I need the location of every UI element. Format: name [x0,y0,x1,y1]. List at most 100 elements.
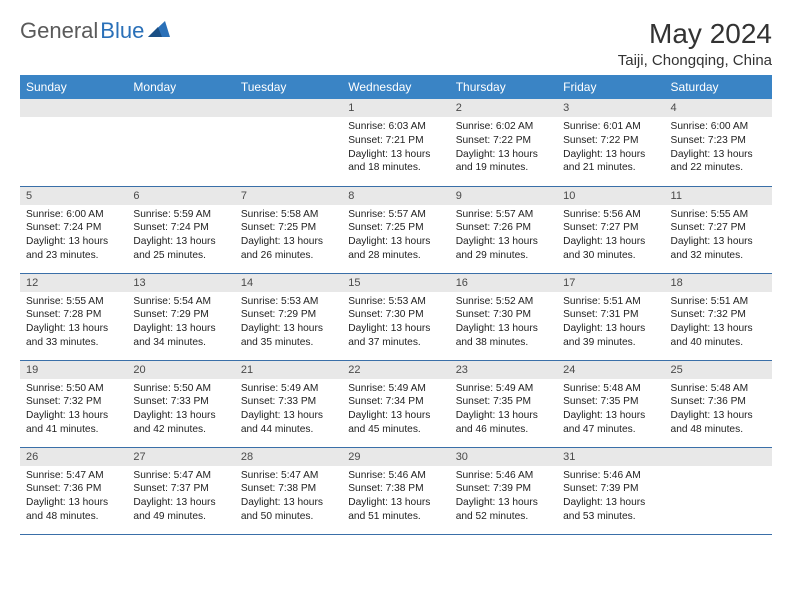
title-block: May 2024 Taiji, Chongqing, China [618,18,772,69]
day-number: 5 [20,187,127,205]
calendar-empty-cell [665,447,772,534]
day-data: Sunrise: 5:49 AMSunset: 7:33 PMDaylight:… [235,379,342,439]
day-data: Sunrise: 5:53 AMSunset: 7:29 PMDaylight:… [235,292,342,352]
day-data: Sunrise: 5:51 AMSunset: 7:31 PMDaylight:… [557,292,664,352]
calendar-row: 12Sunrise: 5:55 AMSunset: 7:28 PMDayligh… [20,273,772,360]
day-data: Sunrise: 5:56 AMSunset: 7:27 PMDaylight:… [557,205,664,265]
calendar-day-cell: 5Sunrise: 6:00 AMSunset: 7:24 PMDaylight… [20,186,127,273]
calendar-empty-cell [127,99,234,186]
calendar-day-cell: 18Sunrise: 5:51 AMSunset: 7:32 PMDayligh… [665,273,772,360]
day-data: Sunrise: 5:48 AMSunset: 7:36 PMDaylight:… [665,379,772,439]
day-number: 2 [450,99,557,117]
calendar-day-cell: 29Sunrise: 5:46 AMSunset: 7:38 PMDayligh… [342,447,449,534]
month-title: May 2024 [618,18,772,50]
brand-triangle-icon [148,21,170,42]
calendar-day-cell: 20Sunrise: 5:50 AMSunset: 7:33 PMDayligh… [127,360,234,447]
day-number: 27 [127,448,234,466]
calendar-empty-cell [20,99,127,186]
calendar-day-cell: 1Sunrise: 6:03 AMSunset: 7:21 PMDaylight… [342,99,449,186]
calendar-day-cell: 21Sunrise: 5:49 AMSunset: 7:33 PMDayligh… [235,360,342,447]
calendar-day-cell: 7Sunrise: 5:58 AMSunset: 7:25 PMDaylight… [235,186,342,273]
calendar-empty-cell [235,99,342,186]
day-number: 13 [127,274,234,292]
calendar-day-cell: 14Sunrise: 5:53 AMSunset: 7:29 PMDayligh… [235,273,342,360]
day-data: Sunrise: 5:49 AMSunset: 7:35 PMDaylight:… [450,379,557,439]
calendar-table: SundayMondayTuesdayWednesdayThursdayFrid… [20,75,772,535]
day-number: 6 [127,187,234,205]
weekday-header: Wednesday [342,75,449,99]
day-number: 14 [235,274,342,292]
day-number: 25 [665,361,772,379]
day-data: Sunrise: 5:50 AMSunset: 7:32 PMDaylight:… [20,379,127,439]
location-label: Taiji, Chongqing, China [618,52,772,69]
day-number-empty [20,99,127,117]
calendar-day-cell: 30Sunrise: 5:46 AMSunset: 7:39 PMDayligh… [450,447,557,534]
day-data: Sunrise: 5:54 AMSunset: 7:29 PMDaylight:… [127,292,234,352]
calendar-day-cell: 16Sunrise: 5:52 AMSunset: 7:30 PMDayligh… [450,273,557,360]
day-number: 18 [665,274,772,292]
calendar-row: 19Sunrise: 5:50 AMSunset: 7:32 PMDayligh… [20,360,772,447]
day-number: 31 [557,448,664,466]
day-number: 12 [20,274,127,292]
calendar-day-cell: 3Sunrise: 6:01 AMSunset: 7:22 PMDaylight… [557,99,664,186]
calendar-day-cell: 31Sunrise: 5:46 AMSunset: 7:39 PMDayligh… [557,447,664,534]
day-number: 22 [342,361,449,379]
day-data: Sunrise: 5:46 AMSunset: 7:39 PMDaylight:… [450,466,557,526]
brand-name-part2: Blue [100,18,144,44]
day-number: 17 [557,274,664,292]
calendar-day-cell: 12Sunrise: 5:55 AMSunset: 7:28 PMDayligh… [20,273,127,360]
calendar-day-cell: 11Sunrise: 5:55 AMSunset: 7:27 PMDayligh… [665,186,772,273]
day-number: 30 [450,448,557,466]
weekday-header: Friday [557,75,664,99]
day-number: 20 [127,361,234,379]
day-number: 9 [450,187,557,205]
day-number: 16 [450,274,557,292]
day-number: 24 [557,361,664,379]
day-number-empty [665,448,772,466]
weekday-header: Thursday [450,75,557,99]
day-number: 7 [235,187,342,205]
day-number: 10 [557,187,664,205]
page-header: GeneralBlue May 2024 Taiji, Chongqing, C… [20,18,772,69]
calendar-day-cell: 22Sunrise: 5:49 AMSunset: 7:34 PMDayligh… [342,360,449,447]
calendar-day-cell: 23Sunrise: 5:49 AMSunset: 7:35 PMDayligh… [450,360,557,447]
day-number: 4 [665,99,772,117]
calendar-day-cell: 4Sunrise: 6:00 AMSunset: 7:23 PMDaylight… [665,99,772,186]
calendar-day-cell: 2Sunrise: 6:02 AMSunset: 7:22 PMDaylight… [450,99,557,186]
day-number: 26 [20,448,127,466]
calendar-day-cell: 15Sunrise: 5:53 AMSunset: 7:30 PMDayligh… [342,273,449,360]
calendar-day-cell: 24Sunrise: 5:48 AMSunset: 7:35 PMDayligh… [557,360,664,447]
day-number: 29 [342,448,449,466]
day-data: Sunrise: 5:46 AMSunset: 7:38 PMDaylight:… [342,466,449,526]
day-data: Sunrise: 5:46 AMSunset: 7:39 PMDaylight:… [557,466,664,526]
weekday-header: Tuesday [235,75,342,99]
day-data: Sunrise: 5:55 AMSunset: 7:28 PMDaylight:… [20,292,127,352]
day-number: 28 [235,448,342,466]
calendar-day-cell: 27Sunrise: 5:47 AMSunset: 7:37 PMDayligh… [127,447,234,534]
calendar-day-cell: 26Sunrise: 5:47 AMSunset: 7:36 PMDayligh… [20,447,127,534]
day-data: Sunrise: 5:48 AMSunset: 7:35 PMDaylight:… [557,379,664,439]
weekday-header: Sunday [20,75,127,99]
day-number: 21 [235,361,342,379]
day-data: Sunrise: 6:00 AMSunset: 7:23 PMDaylight:… [665,117,772,177]
day-number-empty [235,99,342,117]
calendar-row: 26Sunrise: 5:47 AMSunset: 7:36 PMDayligh… [20,447,772,534]
calendar-body: 1Sunrise: 6:03 AMSunset: 7:21 PMDaylight… [20,99,772,534]
calendar-day-cell: 28Sunrise: 5:47 AMSunset: 7:38 PMDayligh… [235,447,342,534]
day-number: 11 [665,187,772,205]
day-data: Sunrise: 5:47 AMSunset: 7:36 PMDaylight:… [20,466,127,526]
weekday-header-row: SundayMondayTuesdayWednesdayThursdayFrid… [20,75,772,99]
calendar-day-cell: 13Sunrise: 5:54 AMSunset: 7:29 PMDayligh… [127,273,234,360]
day-number: 1 [342,99,449,117]
day-data: Sunrise: 6:00 AMSunset: 7:24 PMDaylight:… [20,205,127,265]
day-data: Sunrise: 5:57 AMSunset: 7:26 PMDaylight:… [450,205,557,265]
calendar-day-cell: 17Sunrise: 5:51 AMSunset: 7:31 PMDayligh… [557,273,664,360]
day-data: Sunrise: 5:49 AMSunset: 7:34 PMDaylight:… [342,379,449,439]
day-data: Sunrise: 5:52 AMSunset: 7:30 PMDaylight:… [450,292,557,352]
weekday-header: Monday [127,75,234,99]
day-data: Sunrise: 5:47 AMSunset: 7:38 PMDaylight:… [235,466,342,526]
calendar-row: 1Sunrise: 6:03 AMSunset: 7:21 PMDaylight… [20,99,772,186]
day-number-empty [127,99,234,117]
day-data: Sunrise: 6:03 AMSunset: 7:21 PMDaylight:… [342,117,449,177]
calendar-day-cell: 19Sunrise: 5:50 AMSunset: 7:32 PMDayligh… [20,360,127,447]
